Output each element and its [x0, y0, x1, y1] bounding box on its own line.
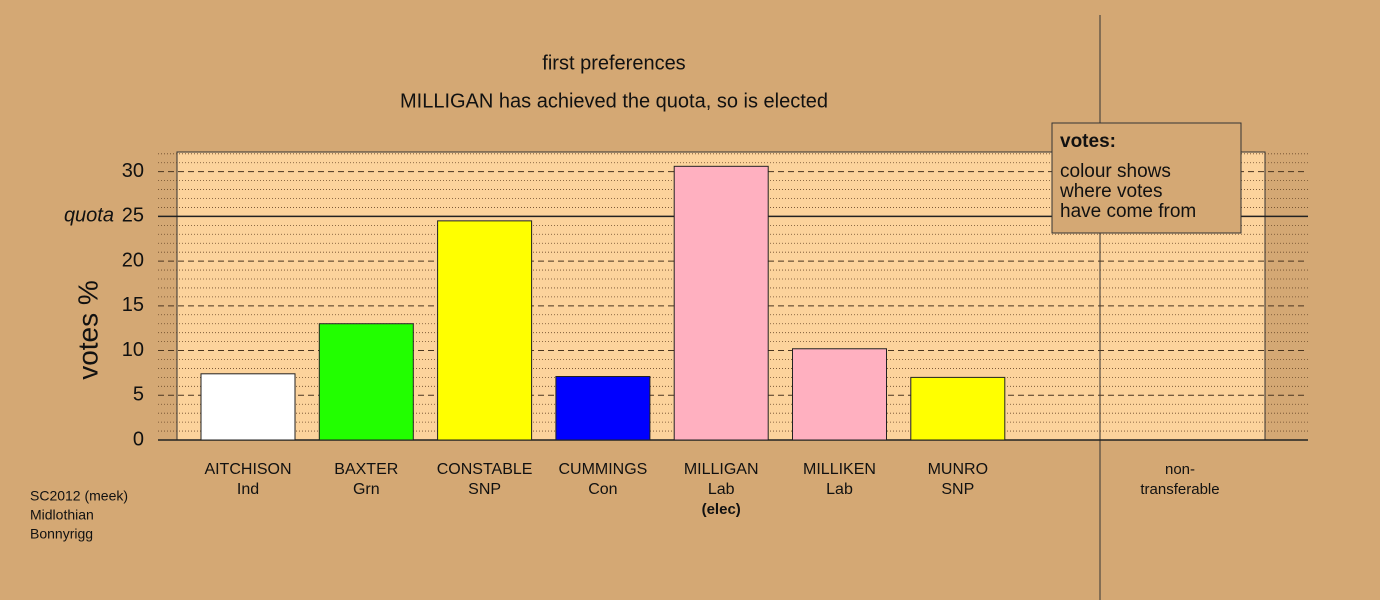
- bar: [673, 165, 769, 441]
- quota-label: quota: [64, 205, 114, 227]
- status-label: (elec): [702, 501, 741, 518]
- y-tick-label: 20: [122, 249, 144, 271]
- x-tick-label: AITCHISON: [204, 461, 291, 478]
- party-label: Con: [588, 481, 617, 498]
- y-tick-label: 5: [133, 384, 144, 406]
- chart-title: first preferences: [542, 52, 685, 74]
- bars: [200, 165, 1006, 441]
- footer-line: SC2012 (meek): [30, 488, 128, 504]
- y-tick-label: 15: [122, 294, 144, 316]
- legend-box: [1051, 122, 1242, 234]
- bar: [200, 373, 296, 441]
- x-tick-label: CUMMINGS: [558, 461, 647, 478]
- x-tick-label: MILLIGAN: [684, 461, 759, 478]
- x-tick-label: transferable: [1140, 481, 1219, 498]
- y-tick-label: 30: [122, 160, 144, 182]
- y-axis-label: votes %: [72, 280, 103, 380]
- bar: [792, 348, 887, 441]
- legend: votes: colour shows where votes have com…: [1051, 122, 1242, 234]
- footer-line: Midlothian: [30, 507, 94, 523]
- y-tick-label: 25: [122, 205, 144, 227]
- x-tick-label: CONSTABLE: [437, 461, 533, 478]
- bar: [318, 323, 414, 441]
- party-label: Ind: [237, 481, 259, 498]
- bar: [437, 220, 533, 441]
- x-tick-label: non-: [1165, 461, 1195, 478]
- y-tick-label: 0: [133, 428, 144, 450]
- y-tick-label: 10: [122, 339, 144, 361]
- legend-title: votes:: [1060, 131, 1116, 152]
- chart-subtitle: MILLIGAN has achieved the quota, so is e…: [400, 90, 828, 112]
- party-label: Lab: [826, 481, 853, 498]
- party-label: SNP: [941, 481, 974, 498]
- party-label: Lab: [708, 481, 735, 498]
- legend-line: colour shows: [1060, 161, 1171, 182]
- legend-line: where votes: [1059, 181, 1162, 202]
- x-tick-label: BAXTER: [334, 461, 398, 478]
- x-tick-label: MILLIKEN: [803, 461, 876, 478]
- party-label: SNP: [468, 481, 501, 498]
- legend-line: have come from: [1060, 201, 1196, 222]
- footer-line: Bonnyrigg: [30, 526, 93, 542]
- party-label: Grn: [353, 481, 380, 498]
- bar: [910, 376, 1006, 441]
- x-tick-label: MUNRO: [928, 461, 988, 478]
- bar: [555, 375, 651, 441]
